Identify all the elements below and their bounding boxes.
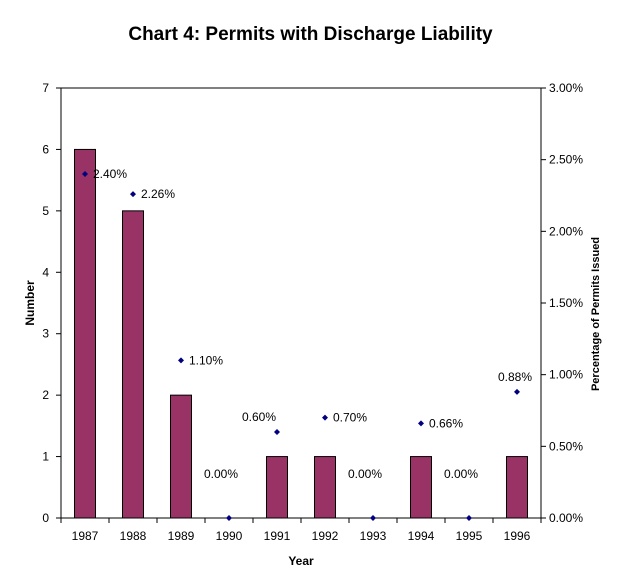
x-tick-label: 1994 [408, 529, 435, 543]
y2-tick-label: 1.00% [549, 368, 583, 382]
y-tick-label: 2 [42, 388, 49, 402]
y-tick-label: 5 [42, 204, 49, 218]
bar [122, 210, 144, 519]
bar [506, 456, 528, 519]
percent-point [322, 414, 328, 421]
percent-data-label: 0.00% [348, 467, 382, 481]
bar [74, 148, 96, 519]
percent-data-label: 1.10% [189, 353, 223, 367]
percent-data-label: 2.40% [93, 167, 127, 181]
percent-data-label: 0.70% [333, 411, 367, 425]
x-tick-label: 1991 [264, 529, 291, 543]
percent-data-label: 0.00% [204, 467, 238, 481]
percent-point [370, 515, 376, 521]
y-tick-label: 3 [42, 327, 49, 341]
x-tick-label: 1992 [312, 529, 339, 543]
y-tick-label: 0 [42, 511, 49, 525]
y-tick-label: 1 [42, 450, 49, 464]
y2-tick-label: 2.00% [549, 224, 583, 238]
y2-tick-label: 2.50% [549, 153, 583, 167]
y2-tick-label: 0.00% [549, 511, 583, 525]
percent-point [226, 515, 232, 521]
x-tick-label: 1987 [72, 529, 99, 543]
percent-data-label: 0.66% [429, 416, 463, 430]
percent-point [466, 515, 472, 521]
percent-data-label: 0.00% [444, 467, 478, 481]
bar [410, 456, 432, 519]
percent-point [418, 420, 424, 427]
x-tick-label: 1993 [360, 529, 387, 543]
x-tick-label: 1989 [168, 529, 195, 543]
percent-data-label: 0.60% [242, 410, 276, 424]
bar [170, 394, 192, 519]
x-tick-label: 1995 [456, 529, 483, 543]
x-tick-label: 1990 [216, 529, 243, 543]
percent-point [82, 171, 88, 177]
x-tick-label: 1988 [120, 529, 147, 543]
percent-data-label: 2.26% [141, 187, 175, 201]
percent-point [130, 191, 136, 198]
y-tick-label: 6 [42, 142, 49, 156]
bar [314, 456, 336, 519]
x-axis-label: Year [288, 554, 314, 568]
bar [266, 456, 288, 519]
y2-tick-label: 0.50% [549, 439, 583, 453]
percent-data-label: 0.88% [498, 370, 532, 384]
x-tick-label: 1996 [504, 529, 531, 543]
y2-tick-label: 3.00% [549, 81, 583, 95]
y-tick-label: 4 [42, 265, 49, 279]
y2-axis-label: Percentage of Permits Issued [590, 237, 602, 391]
y-axis-label: Number [23, 280, 37, 326]
percent-point [178, 357, 184, 364]
y-tick-label: 7 [42, 81, 49, 95]
chart-title: Chart 4: Permits with Discharge Liabilit… [128, 24, 493, 45]
percent-point [274, 429, 280, 435]
y2-tick-label: 1.50% [549, 296, 583, 310]
percent-point [514, 388, 520, 395]
